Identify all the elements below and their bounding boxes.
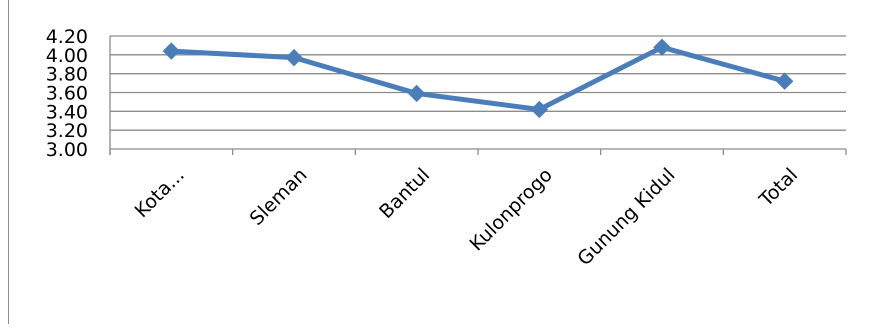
y-tick-label: 4.20 bbox=[46, 26, 88, 48]
data-point-marker bbox=[653, 38, 671, 57]
x-axis: Kota... Sleman Bantul Kulonprogo Gunung Kidu… bbox=[109, 36, 847, 270]
series-layer bbox=[162, 38, 794, 119]
frame-left-border bbox=[8, 0, 9, 324]
x-tick-label: Bantul bbox=[375, 164, 434, 223]
y-tick-label: 3.20 bbox=[46, 120, 88, 142]
y-tick-label: 3.00 bbox=[46, 139, 88, 161]
data-point-marker bbox=[285, 48, 303, 67]
x-tick-label: Sleman bbox=[246, 164, 312, 230]
x-tick-label: Kulonprogo bbox=[465, 164, 556, 255]
data-point-marker bbox=[530, 100, 549, 119]
data-point-marker bbox=[162, 42, 181, 60]
y-axis-ticks: 3.003.203.403.603.804.004.20 bbox=[46, 26, 88, 161]
x-tick-label: Gunung Kidul bbox=[573, 164, 679, 270]
y-tick-label: 3.40 bbox=[46, 101, 88, 123]
y-tick-label: 3.80 bbox=[46, 64, 88, 86]
series-line bbox=[168, 44, 788, 112]
data-point-marker bbox=[407, 84, 426, 103]
y-tick-label: 3.60 bbox=[46, 83, 88, 105]
data-point-marker bbox=[775, 72, 794, 90]
x-tick-label: Kota... bbox=[131, 164, 189, 222]
x-tick-label: Total bbox=[755, 164, 803, 212]
y-tick-label: 4.00 bbox=[46, 45, 88, 67]
